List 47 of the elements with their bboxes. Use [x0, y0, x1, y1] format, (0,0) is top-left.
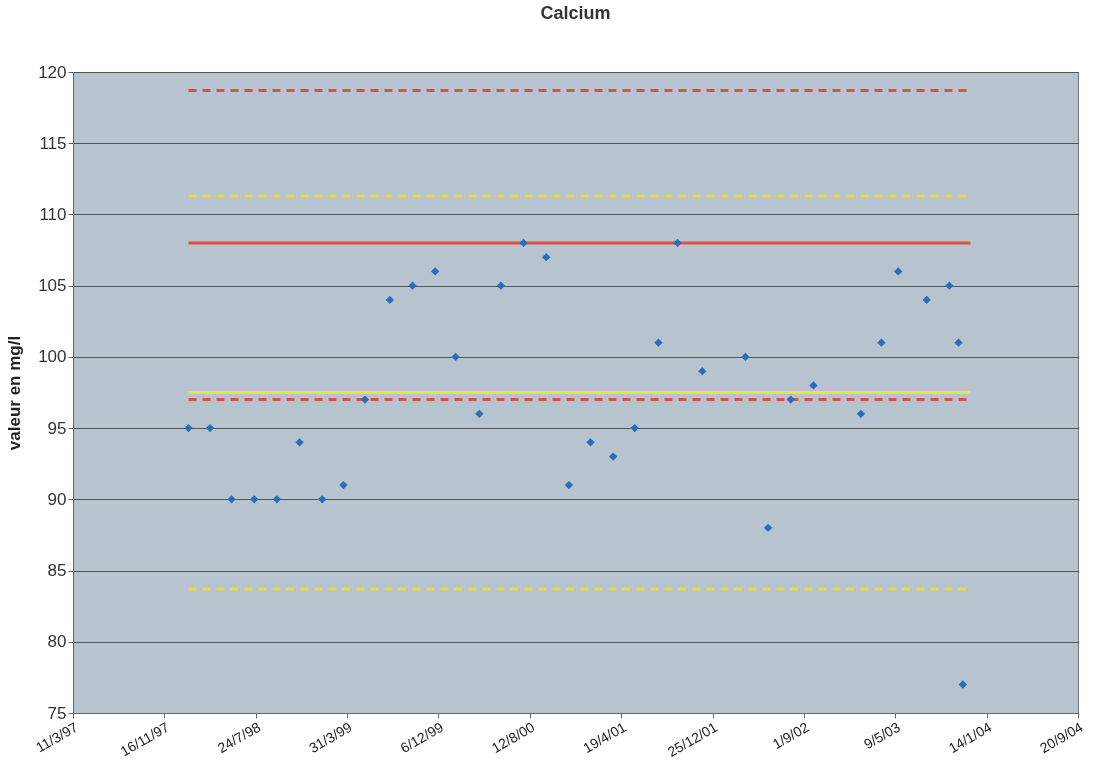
point — [272, 495, 282, 504]
point — [945, 281, 954, 290]
point — [318, 495, 327, 504]
point — [475, 409, 484, 419]
point — [250, 495, 259, 504]
point — [630, 423, 639, 433]
point — [519, 238, 528, 248]
y-tick-label: 100 — [38, 347, 67, 367]
point — [385, 295, 395, 305]
point — [451, 352, 460, 362]
point — [430, 267, 440, 276]
point — [360, 395, 370, 404]
point — [673, 238, 682, 248]
point — [741, 352, 750, 362]
y-tick-label: 110 — [39, 204, 67, 224]
point — [856, 409, 866, 419]
point — [339, 480, 348, 490]
y-tick-label: 115 — [39, 133, 67, 153]
y-tick-label: 80 — [47, 632, 67, 652]
point — [698, 366, 707, 376]
y-tick-label: 105 — [38, 276, 67, 296]
chart-title: Calcium — [540, 3, 611, 23]
point — [763, 523, 773, 533]
y-tick-label: 90 — [47, 489, 67, 509]
point — [954, 338, 963, 347]
point — [877, 338, 886, 347]
point — [894, 267, 903, 276]
y-axis-title: valeur en mg/l — [5, 335, 25, 451]
point — [586, 438, 595, 447]
point — [205, 423, 215, 433]
point — [227, 495, 236, 504]
y-tick-label: 85 — [47, 561, 67, 581]
point — [958, 680, 968, 689]
point — [295, 438, 304, 447]
point — [408, 281, 417, 290]
point — [184, 423, 193, 433]
y-tick-label: 120 — [38, 62, 67, 82]
point — [496, 281, 506, 290]
point — [608, 452, 618, 461]
point — [654, 338, 663, 347]
point — [922, 295, 931, 305]
point — [564, 480, 574, 490]
point — [542, 252, 551, 262]
point — [786, 395, 795, 404]
y-tick-label: 95 — [47, 418, 67, 438]
point — [809, 381, 818, 390]
y-tick-label: 75 — [47, 703, 67, 723]
